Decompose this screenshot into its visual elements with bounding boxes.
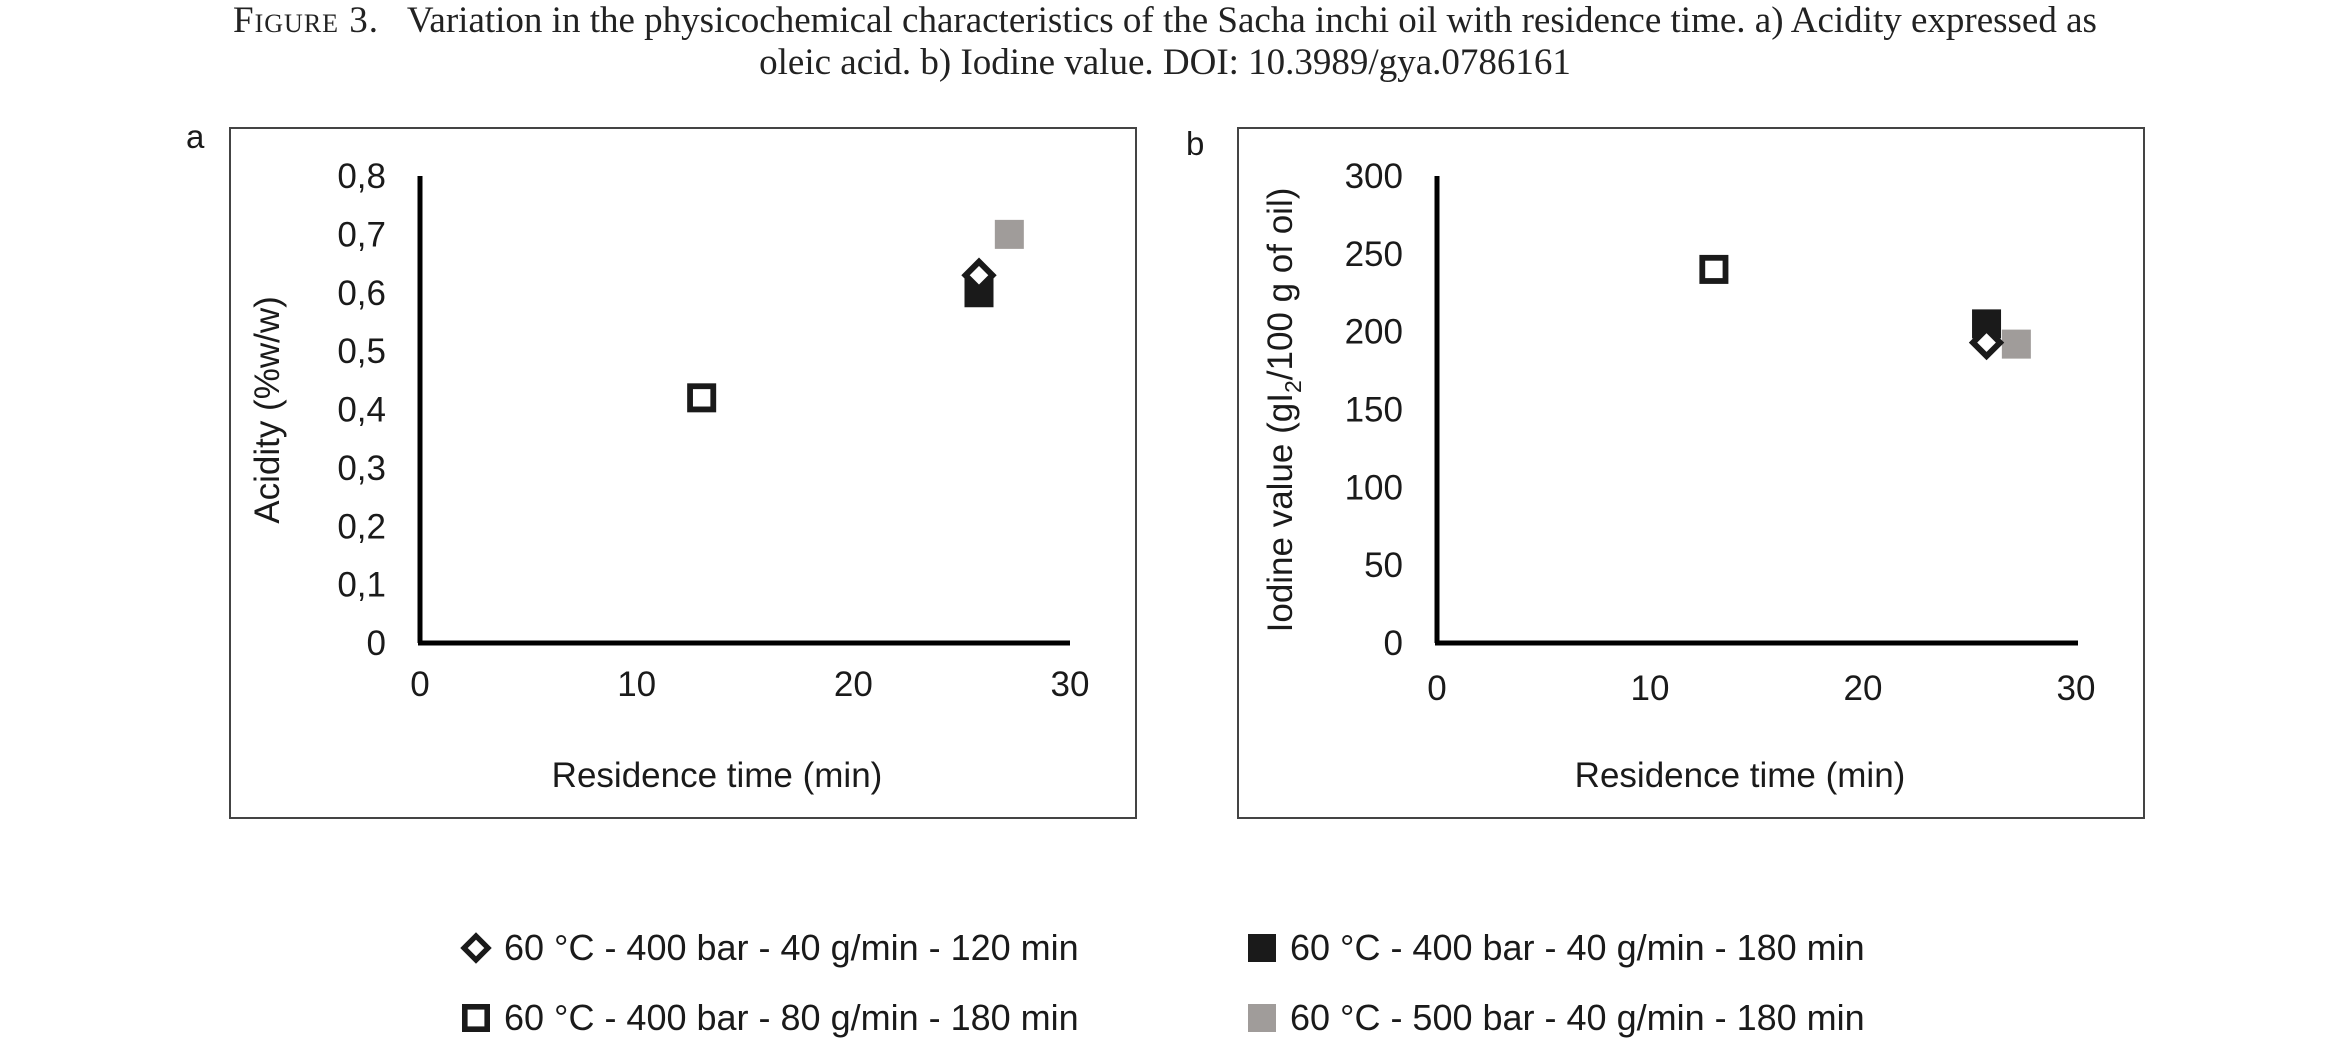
panel-b-y-tick-label: 200 [1345, 313, 1403, 352]
panel-b-y-tick-label: 300 [1345, 157, 1403, 196]
caption-line-2: oleic acid. b) Iodine value. DOI: 10.398… [759, 42, 1571, 83]
legend-marker-1 [460, 932, 492, 964]
panel-a-y-tick-label: 0,5 [337, 332, 386, 371]
panel-a-frame [229, 127, 1137, 819]
legend-marker-2 [1248, 934, 1276, 962]
panel-b-y-tick-label: 50 [1364, 546, 1403, 585]
legend-label-1: 60 °C - 400 bar - 40 g/min - 120 min [504, 927, 1079, 968]
panel-b-y-tick-label: 150 [1345, 391, 1403, 430]
panel-a-point-series-1 [961, 257, 997, 293]
panel-b-x-axis-label: Residence time (min) [1575, 756, 1906, 795]
panel-b-frame [1237, 127, 2145, 819]
panel-a-tick-labels: 0 0,1 0,2 0,3 0,4 0,5 0,6 0,7 0,8 0 10 20 30 [337, 157, 1089, 704]
panel-b-label: b [1186, 125, 1204, 162]
caption-label: Figure 3. [233, 0, 380, 41]
panel-a-label: a [186, 118, 205, 155]
panel-b-points [1699, 254, 2031, 361]
panel-a-y-tick-label: 0 [367, 624, 386, 663]
panel-b-y-label-part-2: /100 g of oil) [1261, 188, 1300, 381]
panel-b-y-tick-label: 100 [1345, 468, 1403, 507]
panel-a-y-tick-label: 0,2 [337, 507, 386, 546]
legend-label-3: 60 °C - 400 bar - 80 g/min - 180 min [504, 997, 1079, 1038]
panel-b-y-axis-label: Iodine value (gI2/100 g of oil) [1261, 188, 1306, 633]
panel-a-y-tick-label: 0,8 [337, 157, 386, 196]
panel-a-y-tick-label: 0,6 [337, 274, 386, 313]
panel-a-x-tick-label: 10 [617, 665, 656, 704]
panel-a-x-tick-label: 0 [410, 665, 429, 704]
panel-a-x-tick-label: 20 [834, 665, 873, 704]
legend-label-4: 60 °C - 500 bar - 40 g/min - 180 min [1290, 997, 1865, 1038]
chart-panel-a: a 0 0,1 0,2 0,3 0,4 0,5 0,6 0,7 0,8 0 10 20 30 Resid… [186, 118, 1137, 819]
panel-b-x-tick-label: 0 [1427, 669, 1446, 708]
panel-b-tick-labels: 0 50 100 150 200 250 300 0 10 20 30 [1345, 157, 2096, 708]
chart-panel-b: b 0 50 100 150 200 250 300 0 10 20 30 Residence ti… [1186, 125, 2145, 819]
panel-b-x-tick-label: 10 [1631, 669, 1670, 708]
panel-b-x-tick-label: 20 [1844, 669, 1883, 708]
chart-legend: 60 °C - 400 bar - 40 g/min - 120 min 60 °… [460, 927, 1865, 1038]
panel-a-y-tick-label: 0,1 [337, 566, 386, 605]
panel-b-point-series-1 [1968, 324, 2005, 361]
panel-b-point-series-4 [2001, 329, 2031, 359]
panel-a-point-series-3 [687, 383, 717, 413]
panel-a-y-axis-label: Acidity (%w/w) [248, 296, 287, 524]
figure-caption: Figure 3. Variation in the physicochemic… [30, 0, 2300, 84]
panel-a-x-tick-label: 30 [1051, 665, 1090, 704]
panel-b-point-series-3 [1699, 254, 1729, 284]
panel-b-x-tick-label: 30 [2057, 669, 2096, 708]
panel-a-y-tick-label: 0,4 [337, 391, 386, 430]
panel-a-x-axis-label: Residence time (min) [552, 756, 883, 795]
panel-b-y-label-subscript: 2 [1280, 380, 1306, 393]
panel-a-point-series-4 [994, 219, 1024, 249]
legend-marker-3 [461, 1003, 490, 1032]
panel-b-y-tick-label: 0 [1384, 624, 1403, 663]
caption-line-1: Figure 3. Variation in the physicochemic… [30, 0, 2300, 42]
panel-a-y-tick-label: 0,7 [337, 215, 386, 254]
caption-text-1: Variation in the physicochemical charact… [406, 0, 2097, 41]
legend-label-2: 60 °C - 400 bar - 40 g/min - 180 min [1290, 927, 1865, 968]
panel-b-y-label-part-1: Iodine value (gI [1261, 393, 1300, 632]
legend-marker-4 [1248, 1004, 1276, 1032]
panel-a-y-tick-label: 0,3 [337, 449, 386, 488]
panel-b-y-tick-label: 250 [1345, 235, 1403, 274]
panel-a-points [687, 219, 1024, 413]
